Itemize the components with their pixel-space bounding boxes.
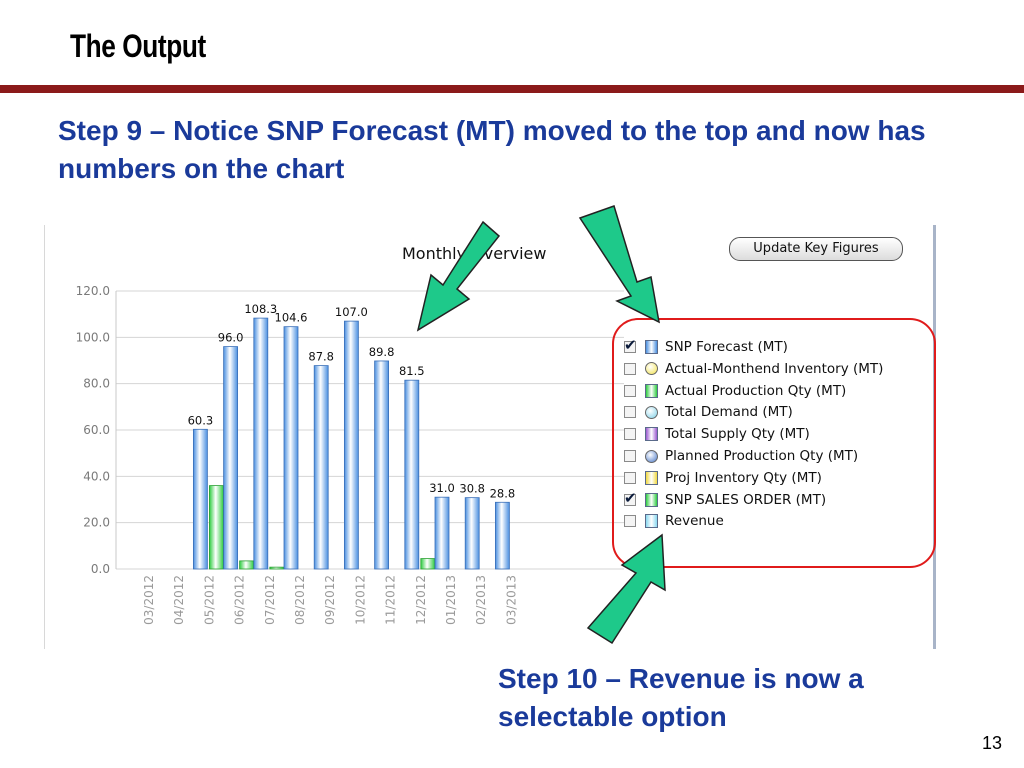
chart-bar	[374, 360, 390, 570]
chart-bar	[464, 497, 480, 570]
y-tick-label: 0.0	[91, 562, 110, 576]
bar-swatch-icon	[645, 492, 658, 507]
legend-label: SNP SALES ORDER (MT)	[665, 491, 827, 508]
legend-checkbox[interactable]	[624, 489, 637, 507]
legend-checkbox[interactable]	[624, 384, 636, 397]
app-screenshot	[44, 225, 937, 649]
update-key-figures-button[interactable]: Update Key Figures	[729, 237, 903, 261]
legend-label: SNP Forecast (MT)	[665, 339, 788, 355]
y-tick-label: 120.0	[76, 284, 110, 298]
bar-swatch-icon	[645, 383, 658, 398]
legend-label: Total Demand (MT)	[665, 404, 793, 421]
legend-checkbox[interactable]	[624, 515, 636, 528]
bar-swatch-icon	[645, 470, 658, 485]
x-tick-label: 03/2012	[142, 575, 156, 625]
legend-label: Proj Inventory Qty (MT)	[665, 469, 822, 486]
legend-highlight	[612, 318, 936, 568]
bar-swatch-icon	[645, 427, 658, 442]
legend-item[interactable]: SNP Forecast (MT)	[624, 336, 788, 357]
chart-bar	[283, 326, 299, 570]
x-tick-label: 12/2012	[414, 575, 428, 625]
x-tick-label: 02/2013	[474, 575, 488, 625]
legend-item[interactable]: Revenue	[624, 511, 724, 531]
legend-item[interactable]: Total Supply Qty (MT)	[624, 424, 810, 444]
legend-item[interactable]: SNP SALES ORDER (MT)	[624, 489, 827, 510]
data-label: 87.8	[308, 350, 334, 364]
arrow-icon	[416, 220, 501, 332]
chart-bar	[313, 365, 329, 570]
legend-label: Actual-Monthend Inventory (MT)	[665, 360, 884, 377]
chart-bar	[192, 428, 208, 570]
x-tick-label: 06/2012	[233, 575, 247, 625]
legend-checkbox[interactable]	[624, 428, 636, 441]
chart-bar	[343, 320, 359, 570]
circle-swatch-icon	[645, 405, 658, 419]
bar-swatch-icon	[645, 340, 658, 354]
x-tick-label: 03/2013	[504, 575, 518, 625]
data-label: 104.6	[275, 311, 308, 325]
y-tick-label: 20.0	[83, 516, 110, 530]
data-label: 81.5	[399, 364, 425, 378]
data-label: 60.3	[188, 413, 214, 427]
legend-item[interactable]: Planned Production Qty (MT)	[624, 446, 858, 466]
data-label: 31.0	[429, 481, 455, 495]
step10-caption: Step 10 – Revenue is now a selectable op…	[498, 663, 864, 732]
data-label: 108.3	[244, 302, 277, 316]
x-tick-label: 04/2012	[172, 575, 186, 625]
chart-bar	[434, 496, 450, 570]
chart-bar	[404, 379, 420, 570]
monthly-overview-chart: Monthly Overview 0.020.040.060.080.0100.…	[76, 244, 624, 625]
legend-item[interactable]: Actual Production Qty (MT)	[624, 381, 846, 401]
legend-label: Revenue	[665, 513, 724, 530]
x-tick-label: 07/2012	[263, 575, 277, 625]
circle-swatch-icon	[645, 449, 658, 463]
bar-swatch-icon	[645, 514, 658, 529]
x-tick-label: 08/2012	[293, 575, 307, 625]
data-label: 96.0	[218, 331, 244, 345]
chart-bar	[223, 346, 239, 570]
data-label: 107.0	[335, 305, 368, 319]
data-label: 89.8	[369, 345, 395, 359]
legend-checkbox[interactable]	[624, 450, 636, 462]
x-tick-label: 09/2012	[323, 575, 337, 625]
legend-label: Actual Production Qty (MT)	[665, 382, 847, 399]
chart-bar	[253, 317, 269, 570]
y-tick-label: 40.0	[83, 469, 110, 483]
legend-label: Planned Production Qty (MT)	[665, 448, 859, 464]
y-tick-label: 80.0	[83, 377, 110, 391]
x-tick-label: 05/2012	[202, 575, 216, 625]
y-tick-label: 60.0	[83, 423, 110, 437]
arrow-icon	[586, 533, 666, 645]
circle-swatch-icon	[645, 362, 658, 376]
y-tick-label: 100.0	[76, 330, 110, 344]
data-label: 30.8	[459, 482, 485, 496]
x-tick-label: 10/2012	[353, 575, 367, 625]
legend-label: Total Supply Qty (MT)	[665, 426, 810, 443]
step9-caption: Step 9 – Notice SNP Forecast (MT) moved …	[58, 115, 926, 184]
legend-item[interactable]: Proj Inventory Qty (MT)	[624, 468, 822, 488]
page-number: 13	[981, 733, 1002, 753]
legend-item[interactable]: Total Demand (MT)	[624, 402, 793, 422]
x-tick-label: 01/2013	[444, 575, 458, 625]
slide-title: The Output	[70, 28, 206, 64]
legend-checkbox[interactable]	[624, 336, 637, 354]
chart-bar	[494, 501, 510, 570]
legend-checkbox[interactable]	[624, 406, 636, 419]
legend-checkbox[interactable]	[624, 471, 636, 484]
x-tick-label: 11/2012	[384, 575, 398, 625]
title-rule	[0, 85, 1024, 93]
legend-checkbox[interactable]	[624, 362, 636, 375]
arrow-icon	[578, 205, 660, 324]
legend-item[interactable]: Actual-Monthend Inventory (MT)	[624, 359, 883, 379]
data-label: 28.8	[490, 486, 516, 500]
